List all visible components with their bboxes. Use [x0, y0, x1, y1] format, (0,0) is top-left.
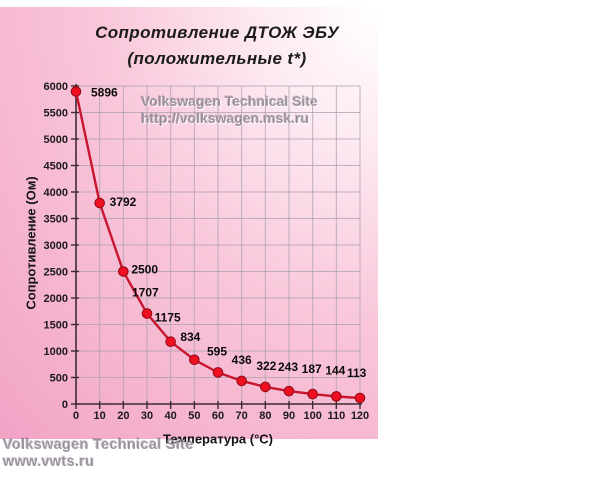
- y-tick-label: 2000: [44, 293, 68, 305]
- x-tick-label: 70: [236, 410, 248, 422]
- data-point-label: 834: [180, 330, 200, 344]
- data-point-label: 436: [232, 353, 252, 367]
- y-tick-label: 4500: [44, 161, 68, 173]
- x-tick-label: 20: [117, 410, 129, 422]
- data-point-marker: [283, 385, 295, 397]
- data-point-marker: [118, 266, 129, 277]
- data-point-label: 1175: [155, 311, 181, 325]
- data-point-label: 5896: [91, 86, 118, 100]
- data-point-label: 2500: [131, 263, 158, 277]
- x-tick-label: 40: [165, 410, 177, 422]
- data-point-label: 113: [347, 366, 367, 380]
- y-tick-label: 3000: [44, 240, 68, 252]
- data-point-label: 595: [207, 344, 227, 358]
- data-point-marker: [331, 391, 342, 402]
- x-tick-label: 0: [73, 410, 79, 422]
- bottom-watermark-sitename: Volkswagen Technical Site: [3, 437, 194, 453]
- x-tick-label: 50: [188, 410, 200, 422]
- x-tick-label: 120: [351, 410, 369, 422]
- y-axis-title: Сопротивление (Ом): [23, 176, 39, 310]
- data-point-marker: [165, 336, 176, 348]
- x-tick-label: 80: [259, 410, 271, 422]
- chart-panel-background: [0, 7, 378, 439]
- plot-watermark: Volkswagen Technical Site http://volkswa…: [141, 93, 318, 127]
- plot-watermark-sitename: Volkswagen Technical Site: [141, 93, 318, 109]
- x-tick-label: 100: [303, 410, 321, 422]
- y-tick-label: 500: [50, 373, 68, 385]
- data-point-marker: [236, 375, 247, 387]
- data-point-label: 243: [278, 360, 298, 374]
- data-point-marker: [307, 388, 318, 400]
- y-tick-label: 0: [62, 399, 68, 411]
- data-point-label: 144: [325, 363, 345, 377]
- x-tick-label: 90: [283, 410, 295, 422]
- x-axis-title: Температура (°C): [163, 431, 273, 447]
- y-tick-label: 2500: [44, 267, 68, 279]
- data-point-marker: [212, 367, 224, 378]
- x-tick-label: 110: [327, 410, 345, 422]
- x-tick-label: 10: [94, 410, 106, 422]
- data-point-marker: [189, 354, 200, 366]
- y-tick-label: 5000: [44, 134, 68, 146]
- y-tick-label: 4000: [44, 187, 68, 199]
- y-tick-label: 5500: [44, 108, 68, 120]
- data-point-marker: [260, 381, 271, 393]
- data-point-marker: [354, 392, 366, 404]
- data-point-marker: [70, 86, 82, 97]
- y-tick-label: 3500: [44, 214, 68, 226]
- x-tick-label: 60: [212, 410, 224, 422]
- data-point-label: 1707: [132, 286, 159, 300]
- x-tick-label: 30: [141, 410, 153, 422]
- data-point-label: 187: [302, 362, 322, 376]
- bottom-watermark: Volkswagen Technical Site www.vwts.ru: [3, 437, 194, 472]
- chart-title-line2: (положительные t*): [127, 48, 307, 68]
- data-point-marker: [94, 197, 105, 209]
- y-tick-label: 1500: [44, 320, 68, 332]
- data-point-label: 322: [256, 359, 276, 373]
- data-point-label: 3792: [110, 195, 137, 209]
- data-point-marker: [141, 308, 153, 319]
- y-tick-label: 1000: [44, 346, 68, 358]
- plot-watermark-url: http://volkswagen.msk.ru: [141, 109, 310, 126]
- chart-title-line1: Сопротивление ДТОЖ ЭБУ: [95, 23, 339, 42]
- chart-title: Сопротивление ДТОЖ ЭБУ (положительные t*…: [28, 20, 406, 71]
- y-tick-label: 6000: [44, 81, 68, 93]
- bottom-watermark-url: www.vwts.ru: [3, 454, 95, 471]
